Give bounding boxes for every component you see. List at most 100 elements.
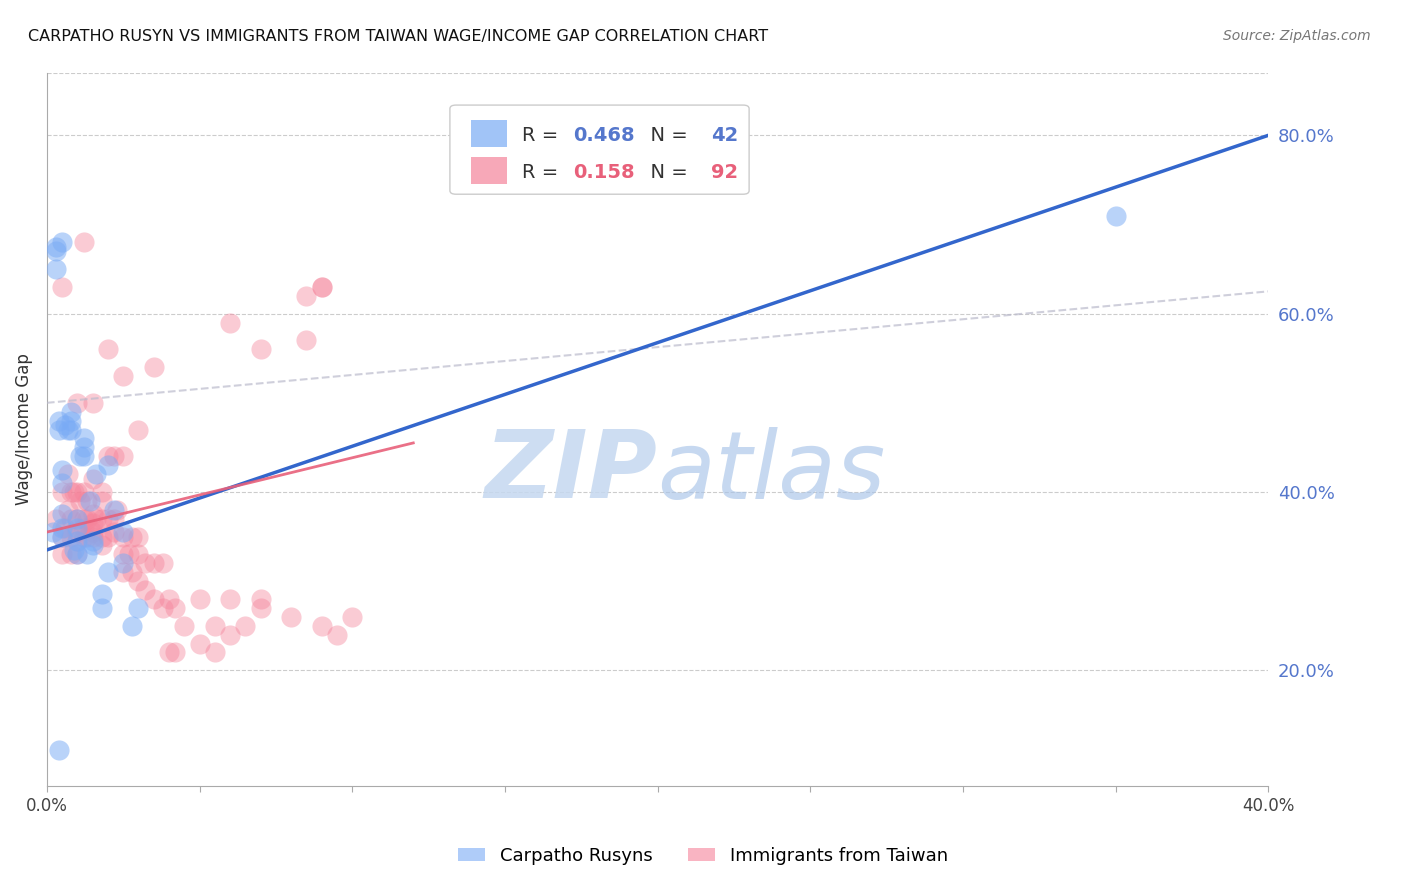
- Point: [90, 512, 112, 526]
- Point: [127, 600, 149, 615]
- Point: [97, 512, 120, 526]
- Point: [66, 512, 89, 526]
- Point: [112, 525, 135, 540]
- Point: [53, 418, 76, 433]
- Point: [1104, 209, 1126, 223]
- Point: [233, 618, 256, 632]
- Point: [112, 556, 135, 570]
- Point: [42, 525, 65, 540]
- Point: [76, 494, 98, 508]
- Point: [219, 627, 242, 641]
- Point: [127, 423, 149, 437]
- Point: [326, 627, 349, 641]
- Point: [69, 494, 91, 508]
- Point: [103, 512, 125, 526]
- Bar: [471, 157, 508, 185]
- Point: [45, 244, 67, 259]
- Point: [66, 525, 89, 540]
- Point: [82, 508, 104, 522]
- Point: [84, 467, 107, 482]
- Point: [121, 618, 143, 632]
- Point: [60, 529, 83, 543]
- Point: [97, 529, 120, 543]
- Point: [60, 485, 83, 500]
- Point: [90, 600, 112, 615]
- Point: [142, 591, 165, 606]
- Point: [188, 591, 211, 606]
- Point: [134, 582, 156, 597]
- Text: 92: 92: [711, 162, 738, 182]
- Point: [66, 485, 89, 500]
- Point: [97, 343, 120, 357]
- Point: [103, 450, 125, 464]
- Point: [60, 405, 83, 419]
- Point: [66, 533, 89, 548]
- Point: [82, 472, 104, 486]
- Point: [295, 334, 318, 348]
- Point: [45, 512, 67, 526]
- Point: [51, 235, 73, 250]
- Point: [72, 432, 94, 446]
- Point: [311, 618, 333, 632]
- Point: [84, 512, 107, 526]
- Legend: Carpatho Rusyns, Immigrants from Taiwan: Carpatho Rusyns, Immigrants from Taiwan: [451, 840, 955, 872]
- Point: [60, 414, 83, 428]
- Point: [103, 525, 125, 540]
- Text: N =: N =: [638, 162, 695, 182]
- Point: [82, 538, 104, 552]
- Point: [60, 512, 83, 526]
- Point: [173, 618, 195, 632]
- Point: [45, 262, 67, 277]
- Point: [53, 521, 76, 535]
- Point: [152, 600, 174, 615]
- Y-axis label: Wage/Income Gap: Wage/Income Gap: [15, 353, 32, 506]
- Text: CARPATHO RUSYN VS IMMIGRANTS FROM TAIWAN WAGE/INCOME GAP CORRELATION CHART: CARPATHO RUSYN VS IMMIGRANTS FROM TAIWAN…: [28, 29, 768, 45]
- Point: [63, 485, 86, 500]
- Point: [118, 547, 141, 561]
- Point: [219, 591, 242, 606]
- Point: [66, 533, 89, 548]
- Point: [157, 645, 180, 659]
- Point: [51, 463, 73, 477]
- Point: [58, 423, 80, 437]
- Text: 0.468: 0.468: [574, 126, 636, 145]
- Point: [51, 280, 73, 294]
- Point: [249, 343, 271, 357]
- Point: [219, 316, 242, 330]
- Point: [204, 645, 226, 659]
- FancyBboxPatch shape: [450, 105, 749, 194]
- Point: [51, 529, 73, 543]
- Text: 0.158: 0.158: [574, 162, 636, 182]
- Text: N =: N =: [638, 126, 695, 145]
- Point: [157, 591, 180, 606]
- Point: [112, 369, 135, 384]
- Point: [51, 485, 73, 500]
- Point: [90, 485, 112, 500]
- Point: [142, 360, 165, 375]
- Point: [127, 574, 149, 588]
- Point: [127, 529, 149, 543]
- Point: [90, 494, 112, 508]
- Point: [45, 240, 67, 254]
- Point: [112, 529, 135, 543]
- Point: [72, 512, 94, 526]
- Point: [82, 529, 104, 543]
- Point: [105, 503, 128, 517]
- Text: R =: R =: [522, 126, 564, 145]
- Point: [51, 529, 73, 543]
- Point: [76, 529, 98, 543]
- Point: [72, 441, 94, 455]
- Point: [90, 538, 112, 552]
- Point: [112, 450, 135, 464]
- Point: [90, 529, 112, 543]
- Point: [142, 556, 165, 570]
- Point: [134, 556, 156, 570]
- Point: [79, 521, 101, 535]
- Point: [58, 503, 80, 517]
- Point: [127, 547, 149, 561]
- Point: [72, 485, 94, 500]
- Point: [48, 423, 70, 437]
- Point: [82, 396, 104, 410]
- Point: [76, 512, 98, 526]
- Bar: [471, 120, 508, 147]
